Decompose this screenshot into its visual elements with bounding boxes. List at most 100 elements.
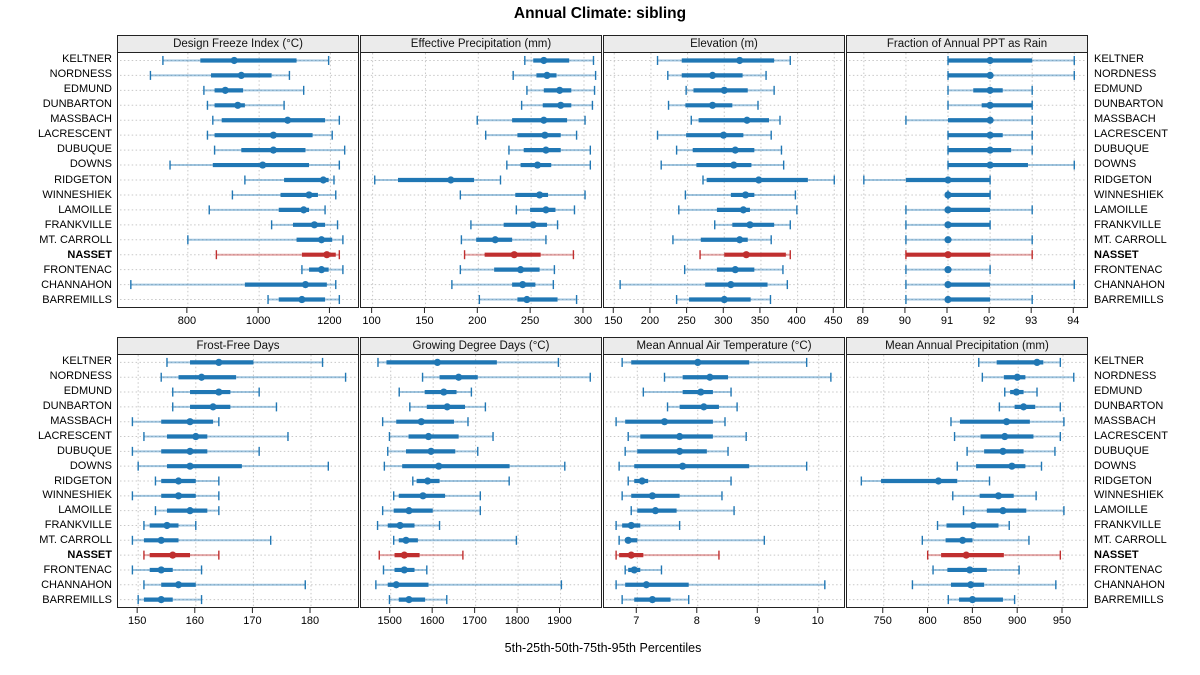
- axis-tick-label-mean-annual-precipitation-mm-800: 800: [918, 615, 937, 627]
- median-dot: [535, 191, 544, 199]
- series-ridgeton: [702, 175, 835, 185]
- site-label-right-barremills: BARREMILLS: [1094, 294, 1164, 306]
- axis-ticks-mean-annual-precipitation-mm: [882, 608, 1063, 613]
- median-dot: [301, 280, 310, 289]
- series-keltner: [621, 357, 808, 367]
- series-lamoille: [962, 506, 1065, 516]
- median-dot: [651, 507, 660, 515]
- series-barremills: [267, 295, 341, 305]
- site-label-right-frontenac: FRONTENAC: [1094, 564, 1163, 577]
- series-edmund: [685, 85, 775, 95]
- series-dunbarton: [998, 402, 1062, 412]
- site-label-right-ridgeton: RIDGETON: [1094, 173, 1152, 186]
- series-dubuque: [947, 145, 1033, 155]
- median-dot: [676, 432, 684, 441]
- median-dot: [736, 236, 744, 244]
- site-label-left-nasset: NASSET: [67, 248, 112, 261]
- site-label-right-winneshiek: WINNESHIEK: [1094, 489, 1164, 502]
- axis-tick-label-growing-degree-days-c-1500: 1500: [377, 615, 402, 627]
- site-label-right-lamoille: LAMOILLE: [1094, 203, 1148, 216]
- series-ridgeton: [244, 175, 335, 185]
- median-dot: [396, 521, 404, 530]
- series-lamoille: [154, 506, 220, 516]
- axis-tick-label-fraction-of-annual-ppt-as-rain-94: 94: [1067, 315, 1080, 327]
- panel-plot-growing-degree-days-c: [363, 355, 599, 607]
- series-barremills: [388, 595, 448, 605]
- median-dot: [1008, 462, 1016, 470]
- median-dot: [944, 236, 952, 244]
- site-label-left-edmund: EDMUND: [63, 83, 112, 96]
- series-frontenac: [382, 565, 428, 575]
- median-dot: [174, 477, 183, 485]
- site-label-right-massbach: MASSBACH: [1094, 113, 1156, 126]
- series-downs: [956, 461, 1043, 471]
- median-dot: [962, 551, 970, 559]
- median-dot: [944, 176, 952, 184]
- median-dot: [259, 161, 267, 169]
- median-dot: [186, 418, 194, 426]
- series-massbach: [950, 417, 1065, 427]
- series-ridgeton: [863, 175, 991, 185]
- median-dot: [405, 595, 413, 604]
- median-dot: [986, 116, 994, 124]
- series-massbach: [381, 417, 469, 427]
- panel-header-fraction-of-annual-ppt-as-rain: Fraction of Annual PPT as Rain: [846, 35, 1088, 53]
- median-dot: [392, 581, 400, 589]
- median-dot: [959, 536, 967, 544]
- axis-tick-label-frost-free-days-160: 160: [185, 615, 204, 627]
- site-label-right-frankville: FRANKVILLE: [1094, 218, 1162, 231]
- series-lamoille: [905, 205, 1033, 215]
- site-label-right-dubuque: DUBUQUE: [1094, 143, 1150, 156]
- site-label-right-edmund: EDMUND: [1094, 83, 1143, 96]
- series-nasset-highlight: [699, 250, 791, 260]
- site-label-right-winneshiek: WINNESHIEK: [1094, 188, 1164, 201]
- series-dunbarton: [667, 100, 759, 110]
- median-dot: [317, 266, 326, 274]
- series-barremills: [905, 295, 1033, 305]
- series-mt-carroll: [131, 535, 272, 545]
- series-dubuque: [966, 446, 1056, 456]
- series-dunbarton: [172, 402, 278, 412]
- series-winneshiek: [952, 491, 1037, 501]
- site-label-left-dubuque: DUBUQUE: [56, 143, 112, 156]
- median-dot: [986, 101, 994, 109]
- axis-ticks-mean-annual-air-temperature-c: [635, 608, 819, 613]
- median-dot: [755, 176, 763, 184]
- series-frankville: [270, 220, 339, 230]
- median-dot: [209, 403, 217, 411]
- axis-tick-label-elevation-m-400: 400: [787, 315, 806, 327]
- site-label-right-channahon: CHANNAHON: [1094, 278, 1165, 291]
- site-label-right-keltner: KELTNER: [1094, 53, 1144, 65]
- series-keltner: [978, 357, 1062, 367]
- axis-ticks-elevation-m: [612, 308, 834, 313]
- series-frankville: [143, 520, 197, 530]
- series-massbach: [131, 417, 220, 427]
- site-label-left-channahon: CHANNAHON: [41, 579, 112, 592]
- median-dot: [556, 86, 564, 94]
- panel-header-elevation-m: Elevation (m): [603, 35, 845, 53]
- series-dunbarton: [409, 402, 487, 412]
- series-lacrescent: [627, 432, 747, 442]
- site-label-left-winneshiek: WINNESHIEK: [42, 489, 112, 502]
- series-channahon: [615, 580, 826, 590]
- site-label-left-dunbarton: DUNBARTON: [42, 98, 112, 111]
- median-dot: [284, 116, 292, 124]
- panel-header-frost-free-days: Frost-Free Days: [117, 337, 359, 355]
- series-frontenac: [624, 565, 663, 575]
- median-dot: [944, 191, 952, 199]
- median-dot: [519, 280, 527, 289]
- site-label-left-frankville: FRANKVILLE: [44, 519, 112, 532]
- series-mt-carroll: [905, 235, 1033, 245]
- site-label-left-nordness: NORDNESS: [49, 369, 112, 382]
- axis-tick-label-fraction-of-annual-ppt-as-rain-92: 92: [982, 315, 996, 327]
- series-keltner: [947, 55, 1075, 65]
- median-dot: [969, 521, 977, 530]
- series-mt-carroll: [460, 235, 547, 245]
- median-dot: [533, 161, 542, 169]
- series-lacrescent: [484, 130, 578, 140]
- series-dubuque: [131, 446, 260, 456]
- axis-tick-label-mean-annual-air-temperature-c-7: 7: [633, 615, 640, 627]
- site-label-right-nordness: NORDNESS: [1094, 369, 1157, 382]
- median-dot: [944, 280, 952, 289]
- series-keltner: [656, 55, 791, 65]
